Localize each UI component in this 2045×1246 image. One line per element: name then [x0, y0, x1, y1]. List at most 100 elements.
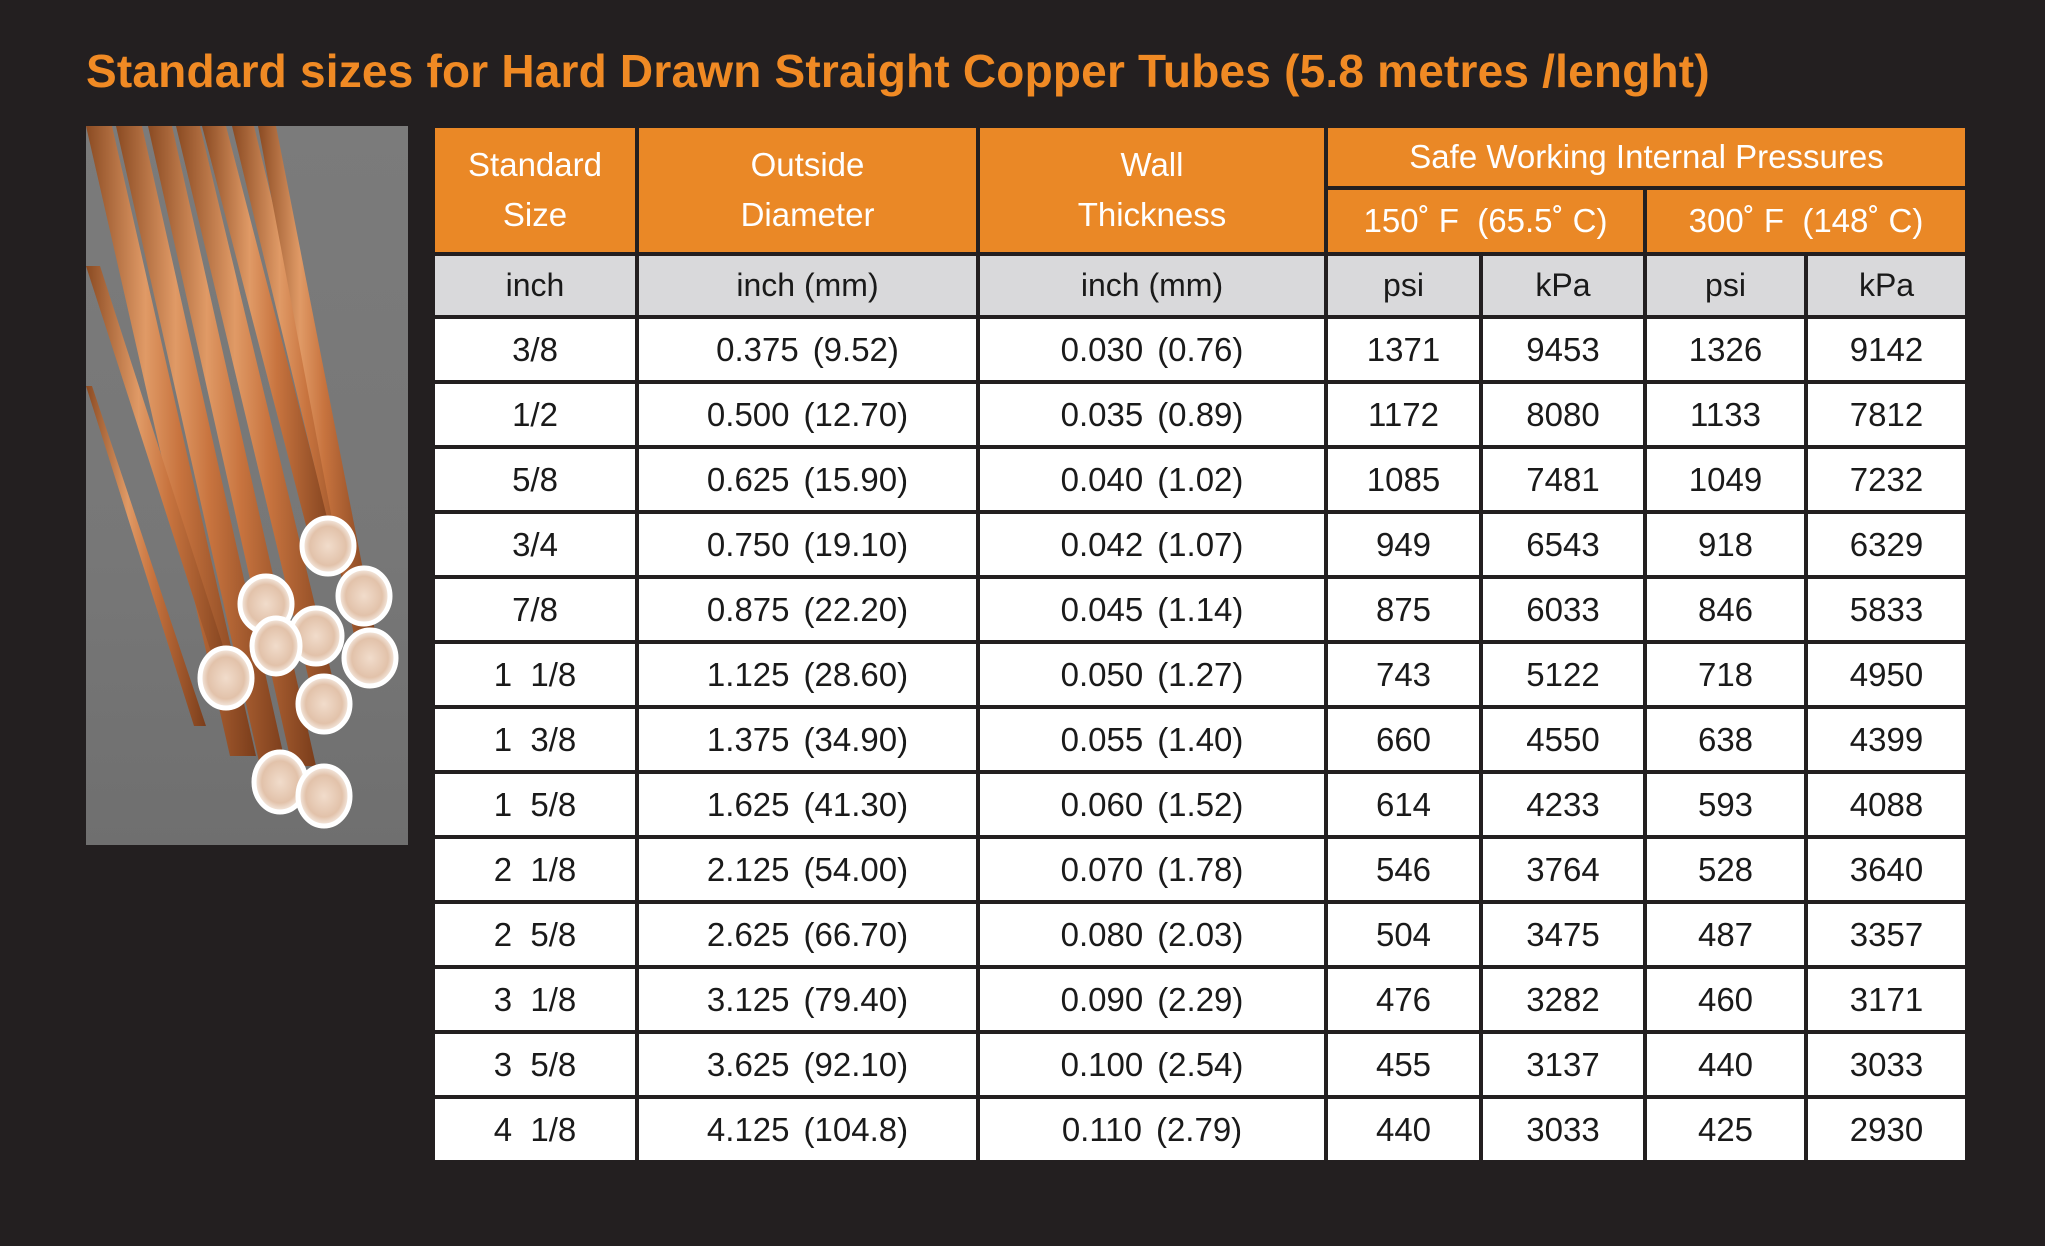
tube-bodies	[86, 126, 378, 766]
cell-wall-thickness-mm: (2.54)	[1157, 1045, 1244, 1083]
cell-outside-diameter-mm: (12.70)	[803, 395, 909, 433]
cell-kpa-150f: 4233	[1479, 770, 1647, 839]
cell-kpa-150f: 5122	[1479, 640, 1647, 709]
cell-psi-300f: 638	[1643, 705, 1808, 774]
cell-wall-thickness: 0.090 (2.29)	[976, 965, 1328, 1034]
unit-cell: kPa	[1803, 252, 1970, 319]
cell-wall-thickness-mm: (2.79)	[1155, 1110, 1243, 1148]
cell-psi-300f: 918	[1643, 510, 1808, 579]
cell-psi-300f: 440	[1643, 1030, 1808, 1099]
cell-standard-size: 5/8	[431, 445, 639, 514]
cell-wall-thickness-mm: (2.03)	[1157, 915, 1244, 953]
cell-psi-300f: 487	[1643, 900, 1808, 969]
cell-wall-thickness: 0.035 (0.89)	[976, 380, 1328, 449]
cell-wall-thickness-inch: 0.045	[1060, 590, 1144, 628]
table-row: 4 1/8 4.125 (104.8) 0.110 (2.79) 440 3033 425 29…	[431, 1095, 1970, 1164]
cell-outside-diameter-inch: 0.375	[716, 330, 799, 368]
unit-cell: inch (mm)	[976, 252, 1328, 319]
table-row: 5/8 0.625 (15.90) 0.040 (1.02) 1085 7481 1049 72…	[431, 445, 1970, 514]
cell-kpa-300f: 7232	[1803, 445, 1970, 514]
cell-kpa-150f: 6543	[1479, 510, 1647, 579]
cell-psi-150f: 660	[1324, 705, 1483, 774]
unit-cell: inch	[431, 252, 639, 319]
cell-kpa-150f: 7481	[1479, 445, 1647, 514]
cell-outside-diameter-mm: (15.90)	[803, 460, 909, 498]
cell-wall-thickness-inch: 0.100	[1060, 1045, 1144, 1083]
units-row: inch inch (mm) inch (mm) psi kPa psi kPa	[431, 252, 1970, 319]
cell-kpa-300f: 6329	[1803, 510, 1970, 579]
cell-kpa-300f: 4399	[1803, 705, 1970, 774]
cell-wall-thickness: 0.042 (1.07)	[976, 510, 1328, 579]
cell-standard-size: 3 5/8	[431, 1030, 639, 1099]
copper-tube-size-table: Standard Size Outside Diameter Wall Thic…	[431, 124, 1970, 1164]
cell-psi-150f: 476	[1324, 965, 1483, 1034]
cell-wall-thickness-inch: 0.035	[1060, 395, 1144, 433]
cell-wall-thickness-inch: 0.080	[1060, 915, 1144, 953]
cell-outside-diameter: 0.375 (9.52)	[635, 315, 980, 384]
cell-psi-300f: 528	[1643, 835, 1808, 904]
cell-outside-diameter: 4.125 (104.8)	[635, 1095, 980, 1164]
cell-outside-diameter-inch: 4.125	[706, 1110, 790, 1148]
cell-wall-thickness-inch: 0.070	[1060, 850, 1144, 888]
cell-psi-300f: 593	[1643, 770, 1808, 839]
cell-wall-thickness-mm: (0.89)	[1157, 395, 1244, 433]
cell-outside-diameter: 0.750 (19.10)	[635, 510, 980, 579]
unit-cell: psi	[1324, 252, 1483, 319]
cell-outside-diameter: 0.625 (15.90)	[635, 445, 980, 514]
cell-wall-thickness-inch: 0.042	[1060, 525, 1144, 563]
cell-psi-300f: 1133	[1643, 380, 1808, 449]
table-row: 3/8 0.375 (9.52) 0.030 (0.76) 1371 9453 1326 914…	[431, 315, 1970, 384]
cell-kpa-300f: 4950	[1803, 640, 1970, 709]
cell-psi-150f: 1085	[1324, 445, 1483, 514]
table-row: 3 5/8 3.625 (92.10) 0.100 (2.54) 455 3137 440 30…	[431, 1030, 1970, 1099]
cell-outside-diameter-mm: (41.30)	[803, 785, 909, 823]
cell-wall-thickness: 0.050 (1.27)	[976, 640, 1328, 709]
table-row: 1 1/8 1.125 (28.60) 0.050 (1.27) 743 5122 718 49…	[431, 640, 1970, 709]
cell-psi-300f: 425	[1643, 1095, 1808, 1164]
cell-wall-thickness-inch: 0.110	[1061, 1110, 1142, 1148]
cell-kpa-150f: 3475	[1479, 900, 1647, 969]
cell-outside-diameter-inch: 1.375	[706, 720, 790, 758]
cell-kpa-300f: 7812	[1803, 380, 1970, 449]
table-row: 2 1/8 2.125 (54.00) 0.070 (1.78) 546 3764 528 36…	[431, 835, 1970, 904]
cell-kpa-150f: 3282	[1479, 965, 1647, 1034]
cell-outside-diameter: 0.500 (12.70)	[635, 380, 980, 449]
cell-kpa-300f: 3640	[1803, 835, 1970, 904]
cell-psi-150f: 743	[1324, 640, 1483, 709]
cell-outside-diameter: 3.625 (92.10)	[635, 1030, 980, 1099]
cell-psi-300f: 718	[1643, 640, 1808, 709]
header-standard-size: Standard Size	[431, 124, 639, 256]
cell-kpa-300f: 9142	[1803, 315, 1970, 384]
cell-outside-diameter-mm: (22.20)	[803, 590, 909, 628]
unit-cell: kPa	[1479, 252, 1647, 319]
cell-outside-diameter-mm: (104.8)	[803, 1110, 909, 1148]
cell-wall-thickness: 0.080 (2.03)	[976, 900, 1328, 969]
cell-psi-300f: 1326	[1643, 315, 1808, 384]
cell-outside-diameter: 1.375 (34.90)	[635, 705, 980, 774]
cell-standard-size: 3/4	[431, 510, 639, 579]
cell-wall-thickness: 0.070 (1.78)	[976, 835, 1328, 904]
table-row: 7/8 0.875 (22.20) 0.045 (1.14) 875 6033 846 5833	[431, 575, 1970, 644]
header-temp-150f: 150˚ F (65.5˚ C)	[1324, 186, 1647, 256]
cell-standard-size: 3 1/8	[431, 965, 639, 1034]
cell-psi-150f: 875	[1324, 575, 1483, 644]
cell-wall-thickness-mm: (2.29)	[1157, 980, 1244, 1018]
header-outside-diameter: Outside Diameter	[635, 124, 980, 256]
cell-standard-size: 4 1/8	[431, 1095, 639, 1164]
cell-outside-diameter: 3.125 (79.40)	[635, 965, 980, 1034]
cell-wall-thickness-mm: (1.52)	[1157, 785, 1244, 823]
cell-kpa-300f: 4088	[1803, 770, 1970, 839]
cell-kpa-300f: 3033	[1803, 1030, 1970, 1099]
cell-wall-thickness-mm: (1.40)	[1157, 720, 1244, 758]
cell-kpa-150f: 4550	[1479, 705, 1647, 774]
tube-ends	[197, 515, 399, 829]
cell-outside-diameter-mm: (66.70)	[803, 915, 909, 953]
cell-wall-thickness: 0.100 (2.54)	[976, 1030, 1328, 1099]
cell-wall-thickness-mm: (1.27)	[1157, 655, 1244, 693]
cell-psi-150f: 504	[1324, 900, 1483, 969]
cell-outside-diameter-mm: (79.40)	[803, 980, 909, 1018]
cell-outside-diameter-mm: (34.90)	[803, 720, 909, 758]
cell-outside-diameter-mm: (19.10)	[803, 525, 909, 563]
table-row: 1 5/8 1.625 (41.30) 0.060 (1.52) 614 4233 593 40…	[431, 770, 1970, 839]
table-row: 1 3/8 1.375 (34.90) 0.055 (1.40) 660 4550 638 43…	[431, 705, 1970, 774]
